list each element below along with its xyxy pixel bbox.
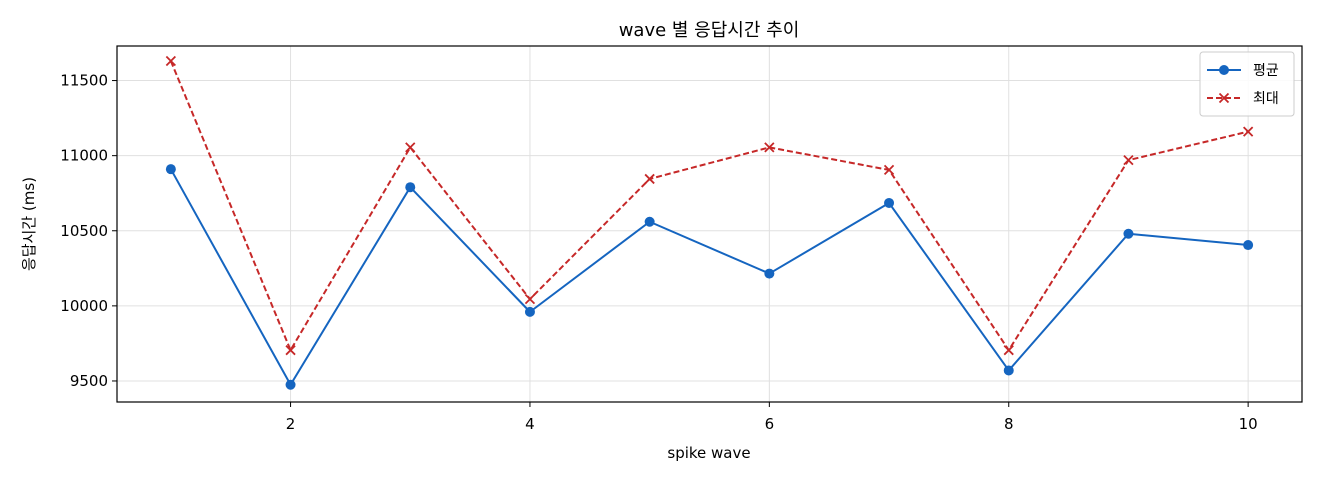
data-point	[644, 173, 655, 185]
chart-title: wave 별 응답시간 추이	[619, 20, 800, 41]
series-1	[165, 164, 1254, 390]
data-point	[165, 164, 176, 175]
data-point	[285, 379, 296, 390]
legend: 평균 최대	[1199, 51, 1295, 117]
x-axis-label: spike wave	[667, 444, 750, 462]
data-point	[884, 197, 895, 208]
data-point	[405, 182, 416, 193]
data-point	[165, 55, 177, 67]
series-layer	[165, 55, 1254, 390]
data-point	[1243, 126, 1254, 137]
data-point	[764, 142, 775, 153]
data-point	[883, 164, 895, 176]
x-axis: 2 4 6 8 10	[286, 402, 1258, 433]
y-tick-label: 11000	[60, 147, 108, 165]
series-line	[169, 60, 1249, 352]
series-line	[169, 168, 1249, 386]
series-2	[165, 55, 1254, 356]
y-tick-label: 9500	[70, 372, 108, 390]
x-tick-label: 2	[286, 415, 296, 433]
legend-label-series-2: 최대	[1253, 91, 1279, 107]
x-tick-label: 8	[1004, 415, 1014, 433]
data-point	[1123, 228, 1134, 239]
y-axis-label: 응답시간 (ms)	[20, 177, 38, 271]
y-tick-label: 10500	[60, 222, 108, 240]
data-point	[644, 216, 655, 227]
legend-box	[1199, 51, 1295, 117]
x-tick-label: 4	[525, 415, 535, 433]
data-point	[524, 293, 536, 305]
y-tick-label: 11500	[60, 72, 108, 90]
y-tick-label: 10000	[60, 297, 108, 315]
x-tick-label: 6	[765, 415, 775, 433]
legend-marker-series-1	[1219, 65, 1229, 75]
legend-marker-series-2	[1218, 92, 1230, 104]
y-axis: 9500 10000 10500 11000 11500	[60, 72, 117, 390]
data-point	[764, 268, 775, 279]
data-point	[1123, 155, 1134, 166]
data-point	[1003, 365, 1014, 376]
data-point	[524, 306, 535, 317]
x-tick-label: 10	[1239, 415, 1258, 433]
data-point	[405, 142, 416, 153]
plot-area	[116, 45, 1303, 403]
data-point	[285, 345, 296, 356]
legend-label-series-1: 평균	[1253, 63, 1279, 79]
grid	[117, 46, 1302, 402]
data-point	[1243, 240, 1254, 251]
data-point	[1003, 345, 1014, 356]
